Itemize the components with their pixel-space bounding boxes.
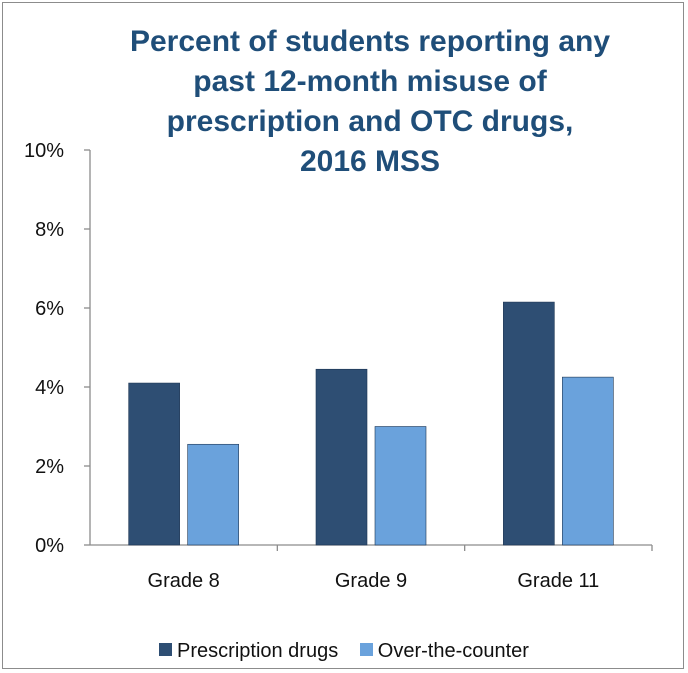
legend-label-prescription: Prescription drugs bbox=[177, 640, 339, 663]
bar-prescription bbox=[315, 368, 368, 546]
bar-otc bbox=[374, 426, 427, 546]
x-tick-label: Grade 8 bbox=[148, 570, 220, 592]
chart-title-line: prescription and OTC drugs, bbox=[166, 105, 574, 138]
y-tick-label: 0% bbox=[35, 535, 64, 557]
x-tick-label: Grade 9 bbox=[335, 570, 407, 592]
legend-item-prescription: Prescription drugs bbox=[159, 640, 338, 663]
y-tick-label: 4% bbox=[35, 377, 64, 399]
bar-otc bbox=[562, 376, 614, 546]
x-tick-label: Grade 11 bbox=[517, 570, 599, 592]
chart-title: Percent of students reporting any past 1… bbox=[60, 22, 680, 182]
chart-title-line: 2016 MSS bbox=[299, 145, 441, 178]
chart-legend: Prescription drugs Over-the-counter bbox=[0, 640, 688, 663]
y-tick-label: 8% bbox=[35, 219, 64, 241]
bar-prescription bbox=[503, 301, 555, 546]
legend-swatch-otc bbox=[359, 643, 373, 657]
legend-swatch-prescription bbox=[159, 643, 173, 657]
legend-label-otc: Over-the-counter bbox=[377, 640, 529, 663]
y-tick-label: 6% bbox=[35, 298, 64, 320]
chart-title-line: Percent of students reporting any bbox=[129, 25, 611, 58]
bar-prescription bbox=[128, 382, 180, 546]
chart-title-line: past 12-month misuse of bbox=[193, 65, 547, 98]
legend-item-otc: Over-the-counter bbox=[359, 640, 529, 663]
bar-otc bbox=[187, 443, 239, 546]
y-tick-label: 2% bbox=[35, 456, 64, 478]
y-tick-label: 10% bbox=[24, 140, 64, 162]
